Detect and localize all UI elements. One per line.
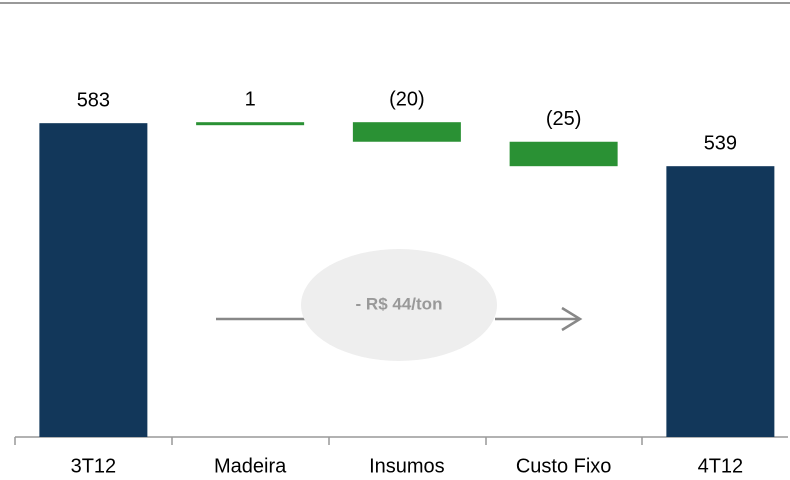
x-tick-label: 3T12 xyxy=(71,455,117,477)
annotation-bubble xyxy=(301,249,497,361)
x-tick-label: 4T12 xyxy=(698,455,744,477)
bar xyxy=(39,123,148,437)
bar xyxy=(509,141,618,167)
value-label: (25) xyxy=(546,108,582,130)
value-label: 1 xyxy=(245,88,256,110)
x-tick-label: Insumos xyxy=(369,455,445,477)
bar xyxy=(196,122,305,126)
x-tick-label: Madeira xyxy=(214,455,287,477)
value-label: 539 xyxy=(704,132,737,154)
annotation: - R$ 44/ton xyxy=(356,294,443,313)
bar xyxy=(666,166,775,437)
value-label: 583 xyxy=(77,89,110,111)
x-tick-label: Custo Fixo xyxy=(516,455,612,477)
value-label: (20) xyxy=(389,88,425,110)
bar xyxy=(352,122,461,142)
arrow-head xyxy=(561,306,583,332)
category-ticks xyxy=(14,437,643,445)
